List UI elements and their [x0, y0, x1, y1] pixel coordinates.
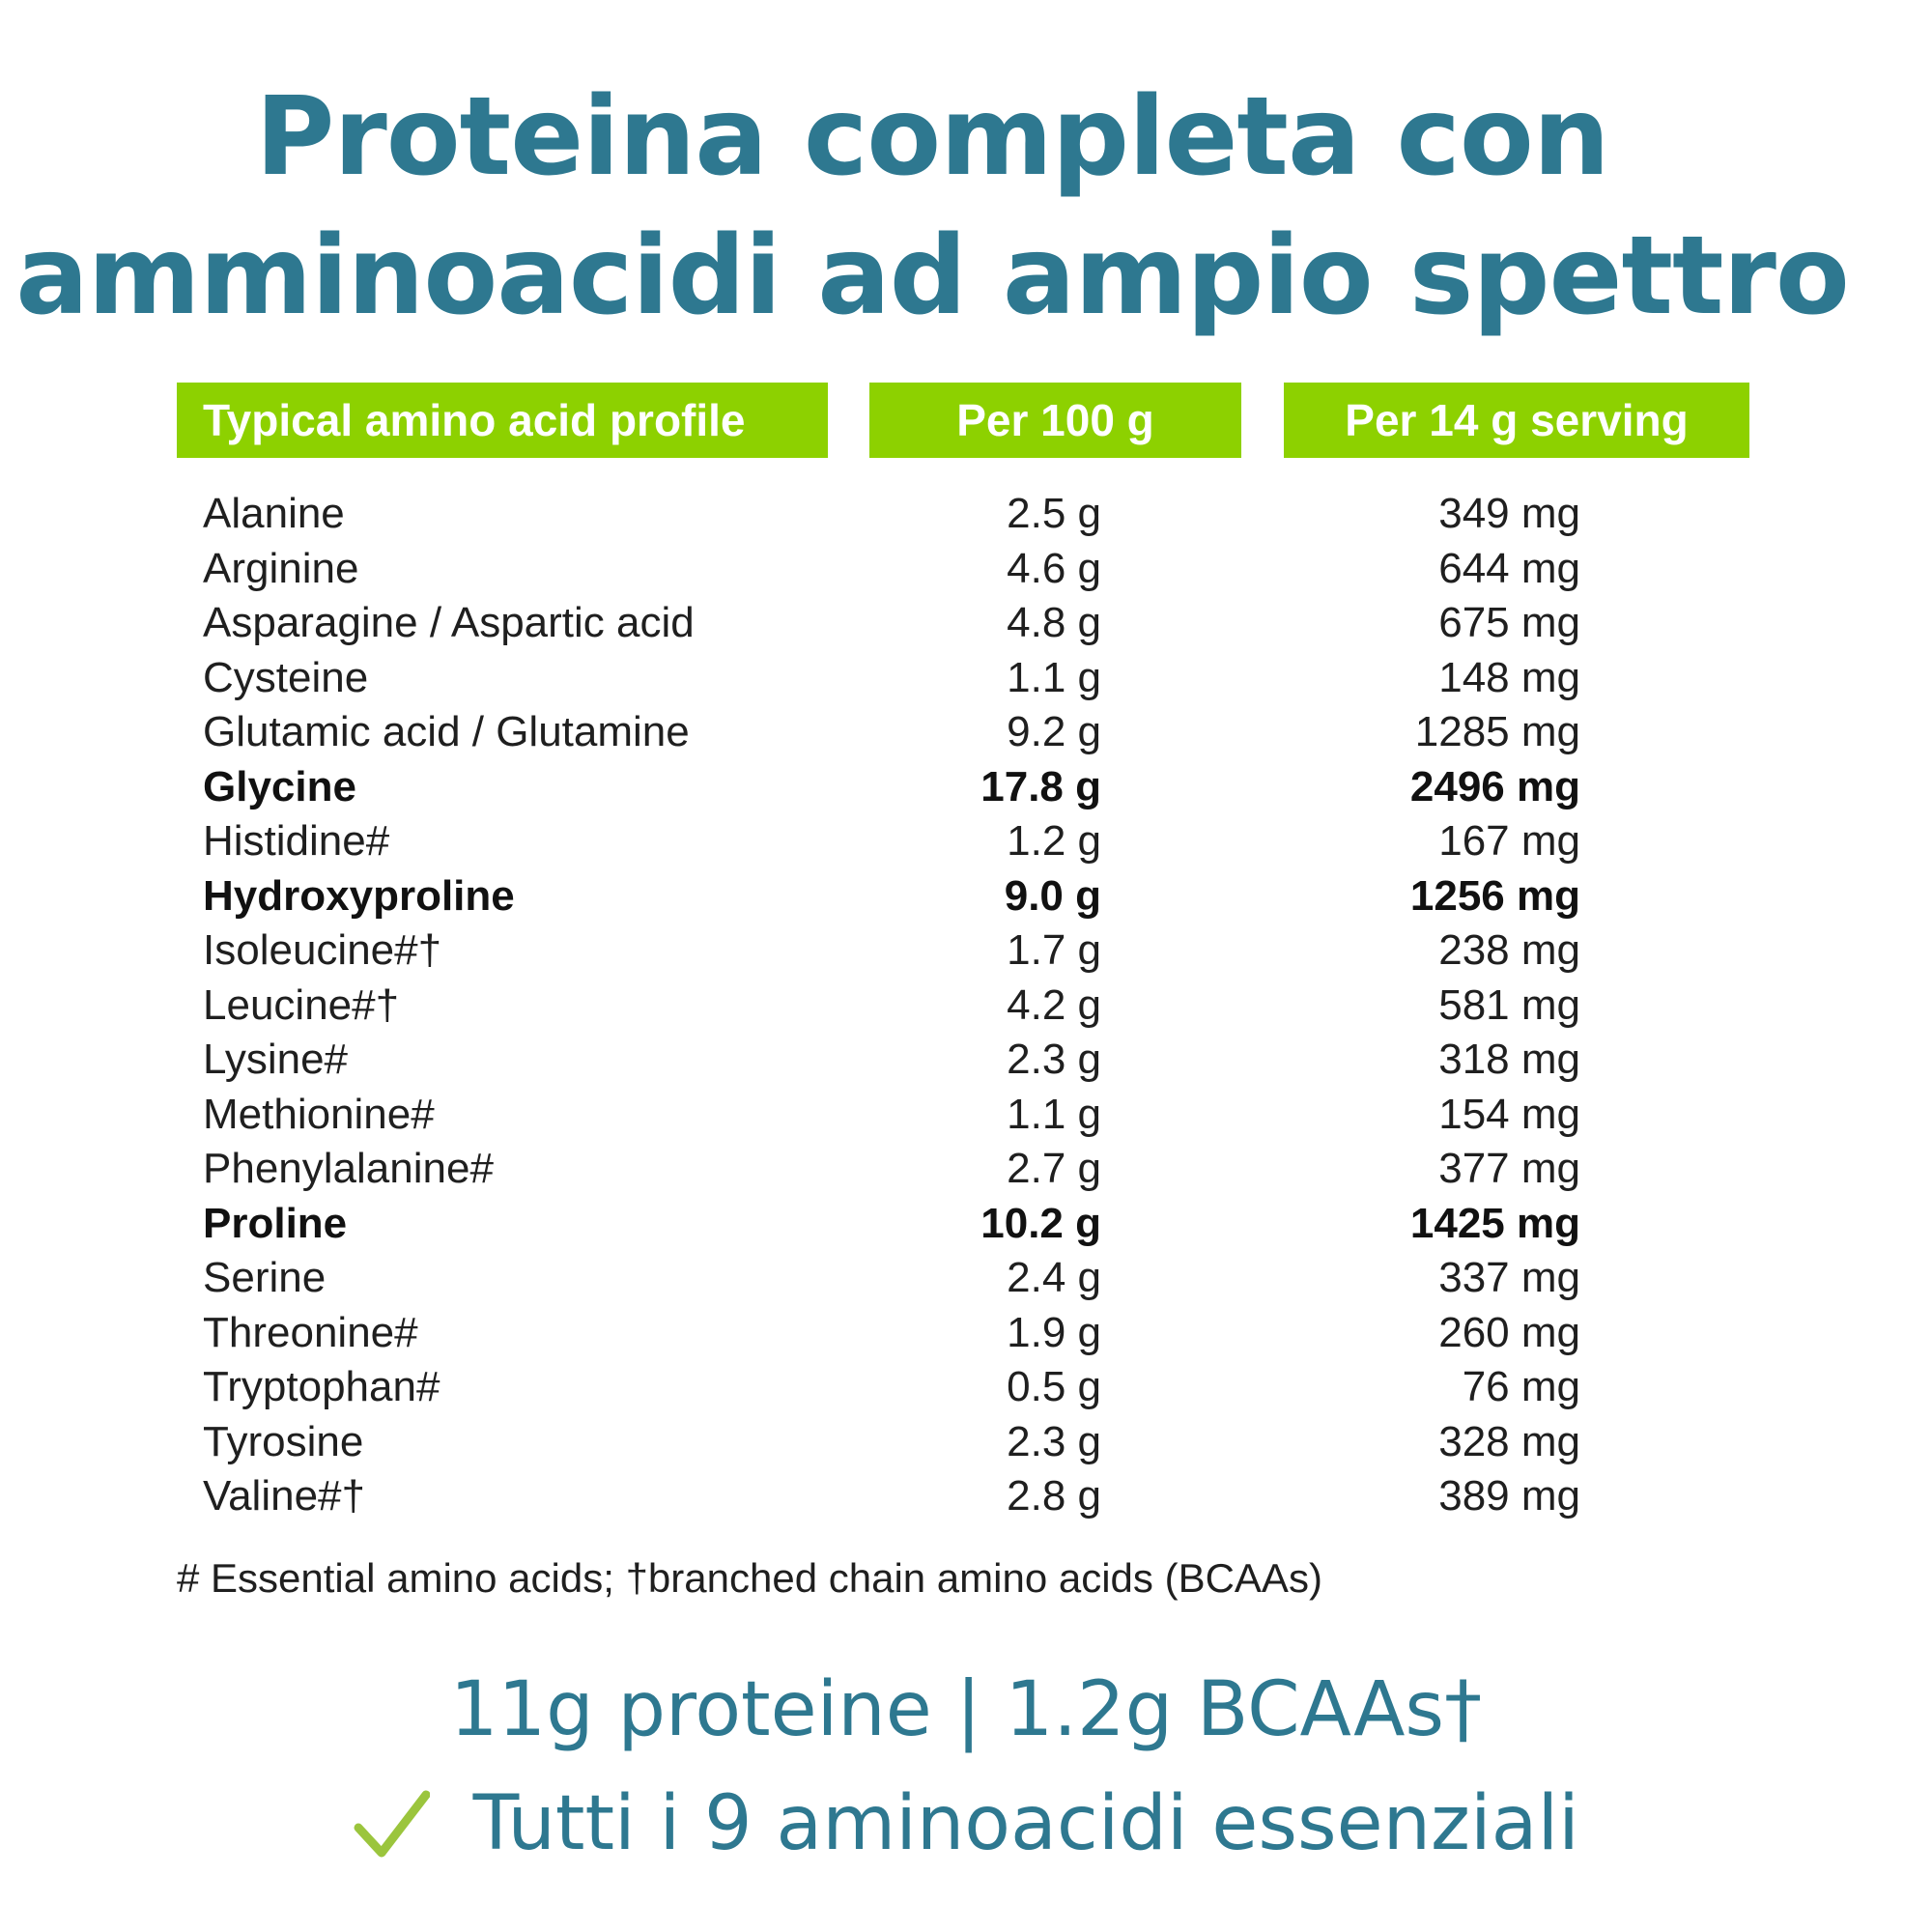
amount-per-100g: 1.7 g — [1007, 926, 1101, 974]
column-header-profile: Typical amino acid profile — [177, 383, 828, 458]
amount-per-serving: 2496 mg — [1409, 762, 1580, 810]
page-title: Proteina completa con amminoacidi ad amp… — [0, 68, 1864, 346]
table-row: Methionine# 1.1 g 154 mg — [0, 1088, 1932, 1143]
amount-per-100g: 4.6 g — [1007, 544, 1101, 592]
amino-acid-name: Tryptophan# — [203, 1363, 440, 1410]
amount-per-serving: 581 mg — [1438, 980, 1580, 1029]
amino-acid-name: Alanine — [203, 490, 345, 537]
amino-acid-name: Threonine# — [203, 1308, 418, 1356]
amount-per-100g: 2.5 g — [1007, 490, 1101, 537]
amino-acid-name: Arginine — [203, 544, 359, 592]
amino-acid-name: Proline — [203, 1199, 348, 1247]
amount-per-serving: 349 mg — [1438, 490, 1580, 537]
check-icon — [354, 1790, 431, 1858]
amino-acid-name: Glycine — [203, 762, 356, 810]
table-row: Tryptophan# 0.5 g 76 mg — [0, 1360, 1932, 1415]
table-row: Asparagine / Aspartic acid 4.8 g 675 mg — [0, 596, 1932, 651]
amount-per-serving: 644 mg — [1438, 544, 1580, 592]
amount-per-100g: 1.1 g — [1007, 1090, 1101, 1138]
amount-per-100g: 9.0 g — [1004, 871, 1101, 920]
table-row: Alanine 2.5 g 349 mg — [0, 487, 1932, 542]
table-row: Glycine 17.8 g 2496 mg — [0, 760, 1932, 815]
essential-amino-acids-line: Tutti i 9 aminoacidi essenziali — [0, 1776, 1932, 1872]
column-header-per-serving: Per 14 g serving — [1284, 383, 1749, 458]
protein-summary: 11g proteine | 1.2g BCAAs† — [449, 1666, 1483, 1753]
table-row: Lysine# 2.3 g 318 mg — [0, 1033, 1932, 1088]
table-row: Tyrosine 2.3 g 328 mg — [0, 1415, 1932, 1470]
amount-per-serving: 1425 mg — [1409, 1199, 1580, 1247]
amount-per-serving: 377 mg — [1438, 1145, 1580, 1192]
title-line-1: Proteina completa con — [255, 74, 1609, 200]
table-row: Leucine#† 4.2 g 581 mg — [0, 979, 1932, 1034]
amount-per-100g: 0.5 g — [1007, 1363, 1101, 1410]
amount-per-serving: 238 mg — [1438, 926, 1580, 974]
table-row: Glutamic acid / Glutamine 9.2 g 1285 mg — [0, 705, 1932, 760]
amino-acid-name: Histidine# — [203, 817, 390, 865]
amount-per-serving: 389 mg — [1438, 1472, 1580, 1520]
table-row: Serine 2.4 g 337 mg — [0, 1251, 1932, 1306]
amino-acid-name: Methionine# — [203, 1090, 435, 1138]
amount-per-serving: 76 mg — [1462, 1363, 1580, 1410]
amount-per-100g: 2.3 g — [1007, 1417, 1101, 1465]
amount-per-serving: 318 mg — [1438, 1036, 1580, 1083]
amount-per-serving: 337 mg — [1438, 1254, 1580, 1301]
table-footnote: # Essential amino acids; †branched chain… — [177, 1555, 1322, 1601]
table-row: Histidine# 1.2 g 167 mg — [0, 814, 1932, 869]
amount-per-serving: 167 mg — [1438, 817, 1580, 865]
title-line-2: amminoacidi ad ampio spettro — [15, 213, 1850, 339]
amount-per-100g: 2.4 g — [1007, 1254, 1101, 1301]
table-row: Arginine 4.6 g 644 mg — [0, 542, 1932, 597]
table-row: Threonine# 1.9 g 260 mg — [0, 1306, 1932, 1361]
amount-per-100g: 1.1 g — [1007, 653, 1101, 701]
table-row: Cysteine 1.1 g 148 mg — [0, 651, 1932, 706]
amino-acid-name: Phenylalanine# — [203, 1145, 494, 1192]
essential-amino-acids-text: Tutti i 9 aminoacidi essenziali — [472, 1780, 1579, 1867]
amino-acid-name: Cysteine — [203, 653, 369, 701]
amount-per-serving: 328 mg — [1438, 1417, 1580, 1465]
amino-acid-name: Asparagine / Aspartic acid — [203, 599, 695, 646]
amount-per-serving: 675 mg — [1438, 599, 1580, 646]
amount-per-100g: 17.8 g — [980, 762, 1101, 810]
amino-acid-table: Alanine 2.5 g 349 mg Arginine 4.6 g 644 mg Asp… — [0, 487, 1932, 1524]
amino-acid-name: Isoleucine#† — [203, 926, 442, 974]
amino-acid-name: Lysine# — [203, 1036, 349, 1083]
amino-acid-name: Valine#† — [203, 1472, 365, 1520]
amount-per-100g: 2.8 g — [1007, 1472, 1101, 1520]
amino-acid-name: Serine — [203, 1254, 327, 1301]
amount-per-100g: 2.7 g — [1007, 1145, 1101, 1192]
amount-per-serving: 1256 mg — [1409, 871, 1580, 920]
table-row: Valine#† 2.8 g 389 mg — [0, 1469, 1932, 1524]
amount-per-100g: 10.2 g — [980, 1199, 1101, 1247]
amino-acid-name: Hydroxyproline — [203, 871, 515, 920]
amount-per-100g: 4.8 g — [1007, 599, 1101, 646]
amount-per-100g: 4.2 g — [1007, 980, 1101, 1029]
table-row: Proline 10.2 g 1425 mg — [0, 1197, 1932, 1252]
column-header-per-100g: Per 100 g — [869, 383, 1241, 458]
amino-acid-name: Leucine#† — [203, 980, 400, 1029]
amount-per-serving: 148 mg — [1438, 653, 1580, 701]
amino-acid-name: Glutamic acid / Glutamine — [203, 708, 690, 755]
amount-per-100g: 9.2 g — [1007, 708, 1101, 755]
table-row: Phenylalanine# 2.7 g 377 mg — [0, 1142, 1932, 1197]
amount-per-serving: 154 mg — [1438, 1090, 1580, 1138]
table-row: Isoleucine#† 1.7 g 238 mg — [0, 923, 1932, 979]
amino-acid-name: Tyrosine — [203, 1417, 364, 1465]
amount-per-100g: 2.3 g — [1007, 1036, 1101, 1083]
table-row: Hydroxyproline 9.0 g 1256 mg — [0, 869, 1932, 924]
amount-per-100g: 1.2 g — [1007, 817, 1101, 865]
amount-per-serving: 260 mg — [1438, 1308, 1580, 1356]
amount-per-100g: 1.9 g — [1007, 1308, 1101, 1356]
amount-per-serving: 1285 mg — [1414, 708, 1580, 755]
